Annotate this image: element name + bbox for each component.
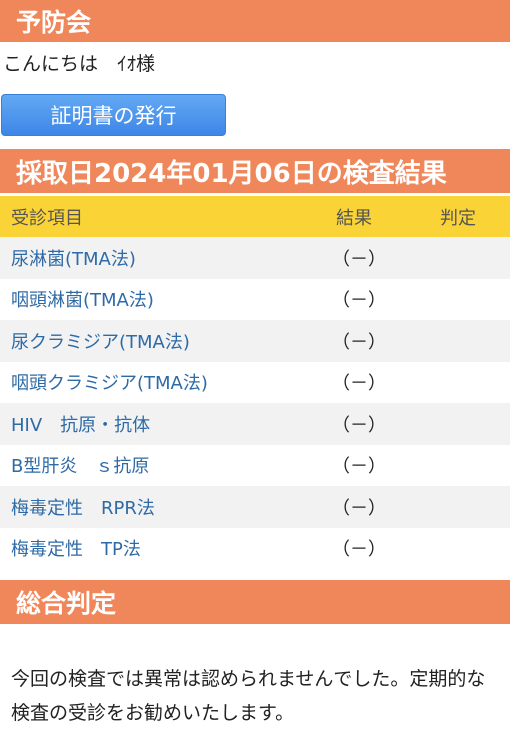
column-header-item: 受診項目 <box>11 207 83 229</box>
column-header-result: 結果 <box>336 207 372 229</box>
row-item-name: B型肝炎 ｓ抗原 <box>11 456 150 478</box>
issue-certificate-button[interactable]: 証明書の発行 <box>1 94 226 136</box>
results-table: 受診項目 結果 判定 尿淋菌(TMA法) （－） 咽頭淋菌(TMA法) （－） 尿クラミ… <box>0 196 510 569</box>
issue-certificate-label: 証明書の発行 <box>50 104 177 128</box>
row-item-name: 梅毒定性 TP法 <box>11 539 141 561</box>
table-header: 受診項目 結果 判定 <box>0 196 510 237</box>
row-result: （－） <box>332 497 386 519</box>
results-title-bar: 採取日2024年01月06日の検査結果 <box>0 149 510 193</box>
overall-title: 総合判定 <box>16 589 117 618</box>
app-header: 予防会 <box>0 0 510 42</box>
table-row: 尿淋菌(TMA法) （－） <box>0 237 510 279</box>
row-result: （－） <box>332 414 386 436</box>
row-item-name: 尿淋菌(TMA法) <box>11 248 136 270</box>
column-header-judgement: 判定 <box>440 207 476 229</box>
app-title: 予防会 <box>16 8 92 37</box>
table-row: B型肝炎 ｓ抗原 （－） <box>0 444 510 486</box>
row-result: （－） <box>332 248 386 270</box>
row-item-name: 尿クラミジア(TMA法) <box>11 331 190 353</box>
row-item-name: 咽頭クラミジア(TMA法) <box>11 373 208 395</box>
table-row: 咽頭淋菌(TMA法) （－） <box>0 278 510 320</box>
row-item-name: HIV 抗原・抗体 <box>11 414 151 436</box>
row-item-name: 咽頭淋菌(TMA法) <box>11 290 154 312</box>
table-row: 咽頭クラミジア(TMA法) （－） <box>0 361 510 403</box>
table-row: 梅毒定性 TP法 （－） <box>0 527 510 569</box>
table-row: HIV 抗原・抗体 （－） <box>0 403 510 445</box>
table-body: 尿淋菌(TMA法) （－） 咽頭淋菌(TMA法) （－） 尿クラミジア(TMA法) （－）… <box>0 237 510 569</box>
overall-conclusion-text: 今回の検査では異常は認められませんでした。定期的な検査の受診をお勧めいたします。 <box>11 668 486 724</box>
table-row: 尿クラミジア(TMA法) （－） <box>0 320 510 362</box>
greeting-text: こんにちは ｲｵ様 <box>3 53 156 75</box>
row-result: （－） <box>332 373 386 395</box>
results-title: 採取日2024年01月06日の検査結果 <box>16 158 447 189</box>
row-result: （－） <box>332 539 386 561</box>
row-result: （－） <box>332 290 386 312</box>
overall-title-bar: 総合判定 <box>0 580 510 624</box>
row-result: （－） <box>332 331 386 353</box>
row-item-name: 梅毒定性 RPR法 <box>11 497 155 519</box>
row-result: （－） <box>332 456 386 478</box>
table-row: 梅毒定性 RPR法 （－） <box>0 486 510 528</box>
